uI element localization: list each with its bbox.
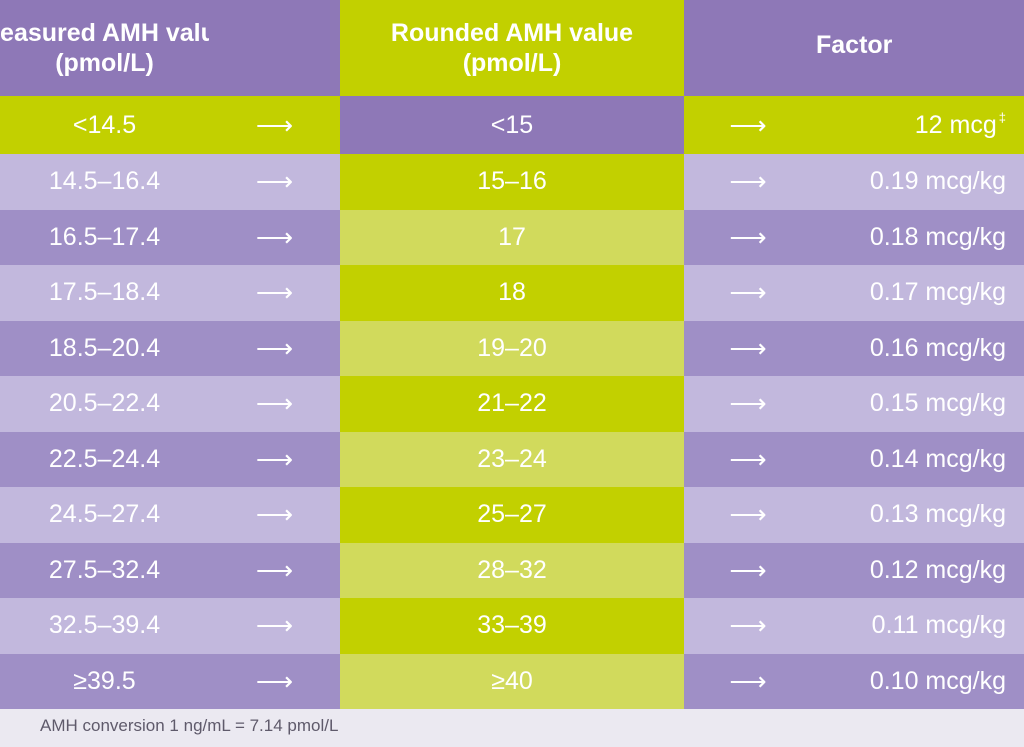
first-row-measured: <14.5 (0, 96, 209, 154)
row-rounded: 23–24 (340, 431, 684, 487)
row-measured: 20.5–22.4 (0, 376, 209, 432)
arrow-icon: ⟶ (684, 265, 812, 321)
header-factor: Factor (812, 0, 1024, 96)
arrow-icon: ⟶ (209, 598, 340, 654)
row-measured: 22.5–24.4 (0, 431, 209, 487)
row-factor: 0.13 mcg/kg (812, 487, 1024, 543)
row-rounded: 33–39 (340, 598, 684, 654)
row-rounded: 18 (340, 265, 684, 321)
header-rounded: Rounded AMH value (pmol/L) (340, 0, 684, 96)
arrow-icon: ⟶ (684, 154, 812, 210)
row-measured: 17.5–18.4 (0, 265, 209, 321)
arrow-icon: ⟶ (209, 320, 340, 376)
row-measured: 24.5–27.4 (0, 487, 209, 543)
row-rounded: 25–27 (340, 487, 684, 543)
row-factor: 0.11 mcg/kg (812, 598, 1024, 654)
row-rounded: 15–16 (340, 154, 684, 210)
arrow-icon: ⟶ (209, 431, 340, 487)
arrow-icon: ⟶ (684, 209, 812, 265)
first-row-factor-marker: ‡ (998, 109, 1006, 125)
arrow-icon: ⟶ (684, 96, 812, 154)
arrow-icon: ⟶ (209, 154, 340, 210)
row-measured: 18.5–20.4 (0, 320, 209, 376)
arrow-icon: ⟶ (209, 653, 340, 709)
amh-conversion-table: Measured AMH value (pmol/L) Rounded AMH … (0, 0, 1024, 709)
arrow-icon: ⟶ (684, 431, 812, 487)
row-factor: 0.17 mcg/kg (812, 265, 1024, 321)
row-factor: 0.18 mcg/kg (812, 209, 1024, 265)
arrow-icon: ⟶ (209, 96, 340, 154)
row-factor: 0.16 mcg/kg (812, 320, 1024, 376)
header-arrow-spacer-2 (684, 0, 812, 96)
row-rounded: 21–22 (340, 376, 684, 432)
arrow-icon: ⟶ (209, 209, 340, 265)
header-measured: Measured AMH value (pmol/L) (0, 0, 230, 96)
header-factor-label: Factor (816, 31, 893, 59)
arrow-icon: ⟶ (209, 487, 340, 543)
header-measured-line2: (pmol/L) (55, 49, 154, 77)
row-factor: 0.10 mcg/kg (812, 653, 1024, 709)
arrow-icon: ⟶ (209, 542, 340, 598)
arrow-icon: ⟶ (684, 542, 812, 598)
arrow-icon: ⟶ (684, 598, 812, 654)
row-factor: 0.19 mcg/kg (812, 154, 1024, 210)
arrow-icon: ⟶ (684, 320, 812, 376)
row-factor: 0.14 mcg/kg (812, 431, 1024, 487)
row-rounded: ≥40 (340, 653, 684, 709)
row-rounded: 19–20 (340, 320, 684, 376)
row-measured: 16.5–17.4 (0, 209, 209, 265)
row-measured: 27.5–32.4 (0, 542, 209, 598)
header-measured-line1: Measured AMH value (0, 19, 230, 47)
first-row-factor-value: 12 mcg (914, 110, 997, 139)
header-arrow-spacer-1 (209, 0, 340, 96)
row-rounded: 17 (340, 209, 684, 265)
first-row-factor: 12 mcg ‡ (812, 96, 1024, 154)
arrow-icon: ⟶ (684, 376, 812, 432)
first-row-rounded: <15 (340, 96, 684, 154)
row-rounded: 28–32 (340, 542, 684, 598)
arrow-icon: ⟶ (684, 653, 812, 709)
arrow-icon: ⟶ (684, 487, 812, 543)
arrow-icon: ⟶ (209, 265, 340, 321)
arrow-icon: ⟶ (209, 376, 340, 432)
header-rounded-line1: Rounded AMH value (390, 19, 634, 47)
row-measured: ≥39.5 (0, 653, 209, 709)
row-factor: 0.12 mcg/kg (812, 542, 1024, 598)
row-measured: 14.5–16.4 (0, 154, 209, 210)
conversion-footnote: AMH conversion 1 ng/mL = 7.14 pmol/L (40, 716, 339, 735)
row-measured: 32.5–39.4 (0, 598, 209, 654)
header-rounded-line2: (pmol/L) (462, 49, 562, 77)
row-factor: 0.15 mcg/kg (812, 376, 1024, 432)
